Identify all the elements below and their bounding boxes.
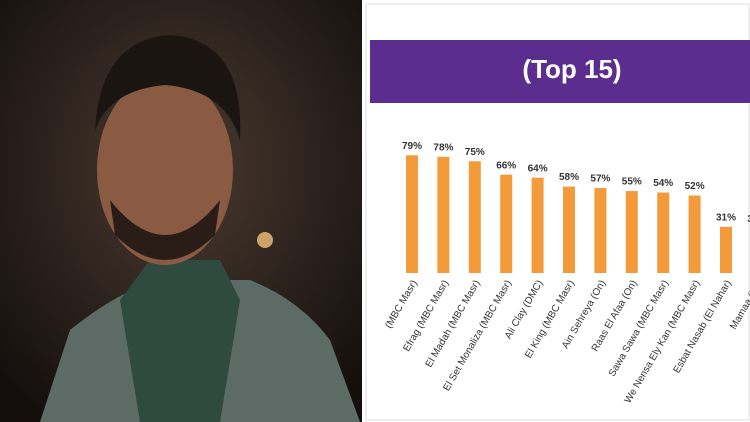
bar bbox=[468, 161, 481, 273]
bar bbox=[531, 177, 544, 273]
value-label: 64% bbox=[528, 163, 548, 174]
value-label: 75% bbox=[465, 147, 485, 158]
bar bbox=[406, 155, 418, 273]
value-label: 78% bbox=[433, 142, 453, 153]
bar bbox=[720, 226, 732, 273]
bar bbox=[594, 188, 607, 273]
value-label: 57% bbox=[590, 174, 610, 185]
photo bbox=[0, 0, 362, 422]
bar bbox=[500, 174, 513, 273]
value-label: 31% bbox=[716, 212, 736, 223]
bar bbox=[657, 192, 670, 273]
value-label: 30% bbox=[747, 214, 750, 225]
value-label: 79% bbox=[402, 141, 422, 152]
value-label: 58% bbox=[559, 172, 579, 183]
value-label: 55% bbox=[622, 177, 642, 188]
title-band bbox=[370, 40, 750, 103]
bar bbox=[563, 186, 575, 273]
bar bbox=[688, 195, 701, 273]
bar bbox=[625, 191, 638, 273]
chart-title: (Top 15) bbox=[522, 54, 621, 84]
value-label: 54% bbox=[653, 178, 673, 189]
bar bbox=[437, 156, 450, 273]
value-label: 66% bbox=[496, 160, 516, 171]
value-label: 52% bbox=[685, 181, 705, 192]
